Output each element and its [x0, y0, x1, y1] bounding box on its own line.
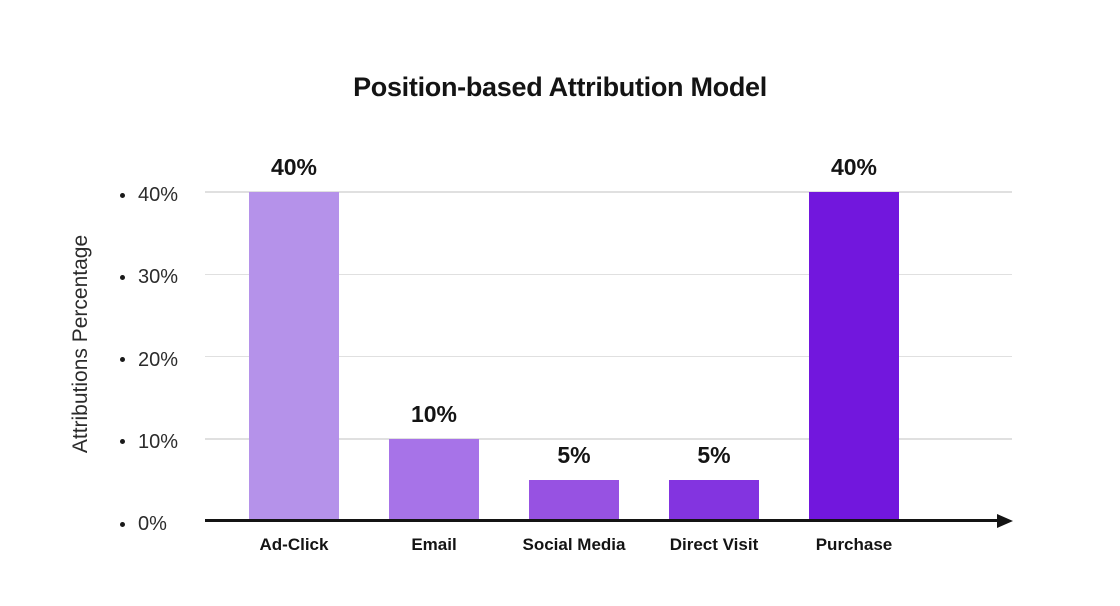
y-tick-bullet-icon [120, 357, 125, 362]
y-tick-label: 20% [138, 348, 179, 371]
gridline-10-percent [205, 438, 1012, 440]
bar-direct-visit [669, 479, 759, 521]
y-tick-bullet-icon [120, 521, 125, 527]
y-tick-bullet-icon [120, 274, 125, 280]
x-axis-line [205, 519, 1001, 522]
x-axis-arrow-icon [997, 513, 1013, 528]
x-tick-label: Social Media [522, 535, 626, 554]
y-tick-label: 30% [138, 266, 179, 289]
x-tick-label: Direct Visit [669, 535, 759, 554]
y-tick-bullet-icon [120, 192, 125, 198]
bar-value-label: 10% [410, 400, 458, 427]
bar-value-label: 40% [830, 154, 878, 180]
x-tick-label: Email [411, 535, 457, 554]
bar-social-media [529, 479, 619, 521]
chart-title: Position-based Attribution Model [353, 72, 767, 102]
gridline-20-percent [205, 355, 1012, 358]
gridline-30-percent [205, 273, 1012, 275]
x-tick-label: Purchase [815, 535, 893, 554]
y-axis-title: Attributions Percentage [69, 234, 92, 454]
bar-value-label: 5% [557, 441, 591, 468]
bar-email [389, 438, 479, 521]
bar-value-label: 40% [270, 154, 318, 180]
y-tick-label: 10% [138, 430, 179, 453]
x-tick-label: Ad-Click [259, 535, 329, 554]
y-tick-label: 0% [138, 513, 167, 535]
gridline-40-percent [205, 191, 1012, 193]
bar-purchase [809, 192, 899, 521]
y-tick-label: 40% [138, 184, 179, 206]
bar-ad-click [249, 192, 339, 521]
bar-value-label: 5% [697, 441, 731, 468]
y-tick-bullet-icon [120, 439, 125, 445]
